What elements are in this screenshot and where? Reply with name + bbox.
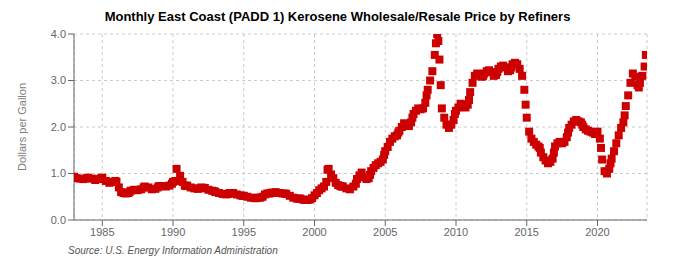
svg-text:1.0: 1.0 [51, 167, 66, 179]
svg-text:2000: 2000 [302, 226, 326, 238]
svg-text:1985: 1985 [90, 226, 114, 238]
svg-text:2020: 2020 [585, 226, 609, 238]
svg-text:0.0: 0.0 [51, 214, 66, 226]
svg-text:2005: 2005 [373, 226, 397, 238]
svg-text:1990: 1990 [161, 226, 185, 238]
html-text:Source: U.S. Energy Informatio: Source: U.S. Energy Information Administ… [68, 245, 278, 256]
svg-text:Dollars per Gallon: Dollars per Gallon [16, 83, 28, 171]
svg-text:3.0: 3.0 [51, 74, 66, 86]
svg-text:1995: 1995 [232, 226, 256, 238]
html-text:Monthly East Coast (PADD 1) Ke: Monthly East Coast (PADD 1) Kerosene Who… [104, 9, 571, 24]
svg-text:4.0: 4.0 [51, 28, 66, 40]
svg-text:2010: 2010 [444, 226, 468, 238]
svg-text:2015: 2015 [514, 226, 538, 238]
svg-text:2.0: 2.0 [51, 121, 66, 133]
